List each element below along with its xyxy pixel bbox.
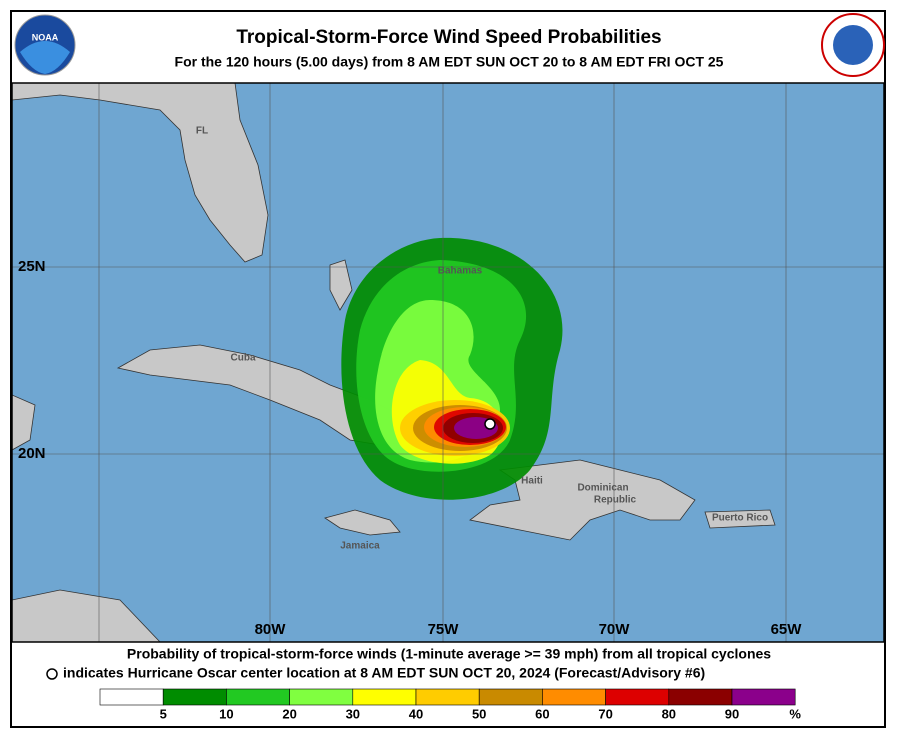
- graticule: [12, 83, 884, 642]
- place-label: Puerto Rico: [712, 513, 768, 524]
- map-border: [11, 82, 885, 643]
- legend-label: 40: [409, 706, 423, 721]
- lon-label: 80W: [255, 621, 287, 638]
- legend-swatch: [605, 688, 670, 706]
- legend-label: 50: [472, 706, 486, 721]
- legend-label: 70: [598, 706, 612, 721]
- place-label: FL: [196, 126, 208, 137]
- place-label: Bahamas: [438, 266, 483, 277]
- land: [12, 83, 776, 642]
- legend-swatch: [162, 688, 227, 706]
- footer-line1: Probability of tropical-storm-force wind…: [127, 646, 771, 662]
- legend-swatch: [415, 688, 480, 706]
- legend-swatch: [478, 688, 543, 706]
- hispaniola: [469, 459, 696, 541]
- legend-label: 60: [535, 706, 549, 721]
- legend-label: 30: [346, 706, 360, 721]
- place-label: Republic: [594, 495, 637, 506]
- legend: 5 10 20 30 40 50 60 70 80 90%: [99, 688, 801, 721]
- subtitle: For the 120 hours (5.00 days) from 8 AM …: [175, 54, 724, 70]
- map: FL Cuba Bahamas Haiti Dominican Republic…: [12, 83, 884, 642]
- florida: [12, 83, 269, 263]
- noaa-logo-text: NOAA: [32, 32, 59, 42]
- yucatan: [12, 394, 36, 451]
- andros: [329, 259, 353, 311]
- storm-center: [484, 418, 496, 430]
- legend-swatch: [99, 688, 164, 706]
- legend-swatch: [542, 688, 606, 706]
- legend-swatch: [668, 688, 733, 706]
- legend-swatch: [352, 688, 417, 706]
- lat-label: 25N: [18, 258, 46, 275]
- lat-label: 20N: [18, 445, 46, 462]
- legend-label: 20: [282, 706, 296, 721]
- legend-swatch: [226, 688, 290, 706]
- legend-label: 90: [725, 706, 739, 721]
- place-label: Jamaica: [340, 541, 380, 552]
- probability-contours: [341, 237, 563, 500]
- legend-label: 10: [219, 706, 233, 721]
- legend-swatch: [289, 688, 354, 706]
- place-label: Haiti: [521, 476, 543, 487]
- puerto-rico: [704, 509, 776, 529]
- footer-line2: indicates Hurricane Oscar center locatio…: [63, 665, 705, 681]
- jamaica: [324, 509, 401, 536]
- legend-label: 5: [160, 706, 167, 721]
- lon-label: 75W: [428, 621, 460, 638]
- lon-label: 65W: [771, 621, 803, 638]
- center-icon: [46, 668, 58, 680]
- place-label: Cuba: [231, 353, 256, 364]
- legend-label: %: [789, 706, 801, 721]
- lon-label: 70W: [599, 621, 631, 638]
- legend-swatch: [731, 688, 796, 706]
- nws-logo-inner: [833, 25, 873, 65]
- noaa-logo-wave: [20, 41, 70, 74]
- legend-label: 80: [662, 706, 676, 721]
- south-coast: [12, 589, 161, 642]
- title: Tropical-Storm-Force Wind Speed Probabil…: [236, 27, 661, 48]
- place-label: Dominican: [577, 483, 628, 494]
